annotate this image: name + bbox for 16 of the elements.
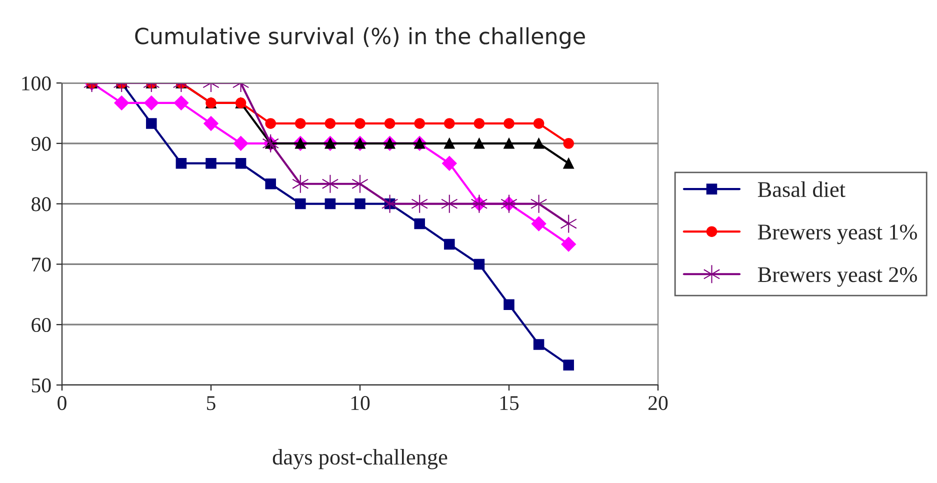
x-tick-label: 20 (648, 396, 668, 410)
y-tick-label: 100 (22, 76, 51, 90)
legend-label: Brewers yeast 2% (758, 267, 917, 287)
y-tick-label: 70 (32, 258, 51, 272)
x-tick-label: 5 (207, 396, 216, 410)
legend-label: Basal diet (758, 181, 846, 198)
y-tick-label: 80 (32, 197, 51, 212)
y-tick-label: 60 (32, 318, 51, 332)
x-axis-title: days post-challenge (272, 449, 448, 470)
x-tick-label: 15 (500, 396, 519, 410)
chart-title: Cumulative survival (%) in the challenge (135, 27, 585, 49)
y-tick-label: 90 (31, 136, 51, 151)
legend-label: Brewers yeast 1% (758, 224, 917, 244)
y-tick-label: 50 (32, 378, 51, 392)
x-tick-label: 0 (58, 396, 66, 410)
x-tick-label: 10 (351, 396, 370, 410)
